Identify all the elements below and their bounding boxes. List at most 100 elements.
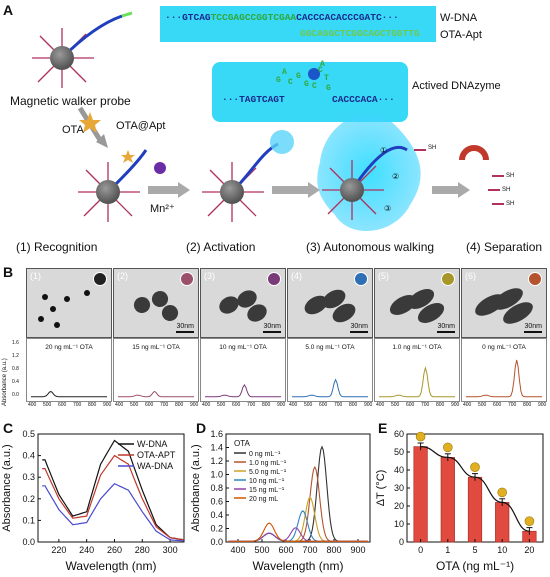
ota-concentration-label: 1.0 ng mL⁻¹ OTA — [392, 344, 442, 351]
tem-image-number: (1) — [30, 271, 41, 281]
step-activation: (2) Activation — [186, 240, 256, 254]
spectrum-panel-3: 10 ng mL⁻¹ OTA — [200, 338, 286, 402]
x-tick-label: 10 — [497, 545, 507, 555]
b-xtick: 600 — [58, 402, 67, 408]
b-xtick: 800 — [523, 402, 532, 408]
y-tick-label: 1.4 — [210, 443, 223, 453]
walker-probe-label: Magnetic walker probe — [10, 94, 131, 108]
tem-image-1: (1) — [26, 268, 112, 338]
mn-ion-marker — [154, 162, 166, 174]
b-xtick: 800 — [88, 402, 97, 408]
arrow-3 — [432, 186, 458, 194]
y-tick-label: 0.8 — [210, 483, 223, 493]
nanorod — [322, 289, 346, 309]
walker-probe-walking — [322, 145, 408, 220]
mn-label: Mn²⁺ — [150, 203, 175, 215]
panel-a-letter: A — [3, 2, 14, 18]
y-tick-label: 0.1 — [22, 515, 35, 525]
panel-d-letter: D — [196, 420, 207, 436]
test-tube-color-icon — [524, 516, 535, 526]
tem-image-5: (5) 30nm — [374, 268, 460, 338]
x-tick-label: 280 — [135, 545, 150, 555]
nanoparticle — [38, 316, 44, 322]
walker-probe-activation — [202, 130, 294, 222]
b-xtick: 900 — [103, 402, 112, 408]
b-xtick: 600 — [493, 402, 502, 408]
scale-bar: 30nm — [437, 323, 455, 333]
b-xtick: 400 — [202, 402, 211, 408]
panel-b-xticks: 400 500 600 700 800 900 400 500 600 700 800 900 400 5… — [26, 402, 548, 412]
spectrum-series — [228, 522, 368, 542]
b-xtick: 400 — [28, 402, 37, 408]
legend-label: OTA-APT — [137, 450, 176, 460]
dnazyme-loop-9: A — [320, 60, 325, 69]
spectrum-series — [228, 510, 368, 542]
nanoparticle-drawing — [389, 289, 445, 323]
b-xtick: 700 — [421, 402, 430, 408]
sh-label-sep-2: SH — [502, 187, 511, 193]
chart-e: 0 10 20 30 40 50 60 0 1 5 10 20 OTA (ng mL⁻¹) ΔT (°C) — [375, 429, 544, 573]
b-xtick: 900 — [277, 402, 286, 408]
dnazyme-loop-2: C — [288, 78, 293, 87]
tem-image-number: (2) — [117, 271, 128, 281]
dnazyme-box — [212, 62, 408, 122]
legend-label: WA-DNA — [137, 461, 173, 471]
dnazyme-loop-7: C — [312, 82, 317, 91]
wdna-label: W-DNA — [440, 12, 478, 24]
b-xtick: 900 — [538, 402, 547, 408]
arrow-2 — [272, 186, 308, 194]
b-xtick: 700 — [160, 402, 169, 408]
spectrum-line — [379, 365, 455, 398]
b-ytick: 0.0 — [12, 392, 19, 398]
b-xtick: 800 — [436, 402, 445, 408]
ota-concentration-label: 5.0 ng mL⁻¹ OTA — [305, 344, 355, 351]
scale-bar: 30nm — [176, 323, 194, 333]
spectrum-panel-2: 15 ng mL⁻¹ OTA — [113, 338, 199, 402]
y-tick-label: 1.0 — [210, 470, 223, 480]
b-xtick: 600 — [145, 402, 154, 408]
legend-label: 5.0 ng mL⁻¹ — [249, 469, 287, 476]
spectrum-plot — [118, 390, 194, 398]
plot-frame — [37, 433, 185, 543]
nanoparticle — [64, 296, 70, 302]
y-tick-label: 0.0 — [210, 537, 223, 547]
y-axis-label: ΔT (°C) — [375, 470, 387, 507]
solution-color-icon — [267, 272, 281, 286]
nanoparticle-drawing — [304, 289, 356, 323]
b-xtick: 800 — [349, 402, 358, 408]
legend-label: 20 ng mL — [249, 496, 278, 503]
ota-star-icon — [79, 112, 101, 133]
step-walking: (3) Autonomous walking — [306, 240, 435, 254]
b-xtick: 800 — [175, 402, 184, 408]
scale-bar: 30nm — [350, 323, 368, 333]
b-ytick: 0.4 — [12, 379, 19, 385]
b-xtick: 800 — [262, 402, 271, 408]
ota-apt-star-icon — [121, 150, 135, 163]
y-tick-label: 50 — [394, 447, 404, 457]
ota-apt-label: OTA-Apt — [440, 29, 482, 41]
nanoparticle-drawing — [38, 290, 90, 328]
scale-bar: 30nm — [263, 323, 281, 333]
trend-curve — [420, 446, 530, 532]
tem-image-number: (5) — [378, 271, 389, 281]
spectrum-panel-1: 20 ng mL⁻¹ OTA — [26, 338, 112, 402]
nanoparticle — [84, 290, 90, 296]
nanorod — [247, 304, 267, 322]
tem-image-number: (6) — [465, 271, 476, 281]
y-tick-label: 1.2 — [210, 456, 223, 466]
ota-apt-sequence: GGCAGGCTCGGCAGCTGGTTG — [300, 28, 420, 39]
x-tick-label: 800 — [326, 545, 341, 555]
spectrum-panel-6: 0 ng mL⁻¹ OTA — [461, 338, 547, 402]
sh-label-sep-1: SH — [506, 173, 515, 179]
chart-d: 400 500 600 700 800 900 0.0 0.2 0.4 0.6 0.8 1.0 1.2 1… — [190, 429, 371, 573]
magnet-icon — [459, 145, 489, 161]
walker-probe-top — [32, 11, 133, 88]
y-tick-label: 40 — [394, 465, 404, 475]
x-axis-label: Wavelength (nm) — [66, 559, 157, 573]
ota-apt-complex-label: OTA@Apt — [116, 120, 166, 132]
x-tick-label: 5 — [472, 545, 477, 555]
b-xtick: 600 — [319, 402, 328, 408]
sequence-box — [160, 6, 436, 42]
bar-1 — [440, 457, 455, 543]
b-xtick: 700 — [247, 402, 256, 408]
